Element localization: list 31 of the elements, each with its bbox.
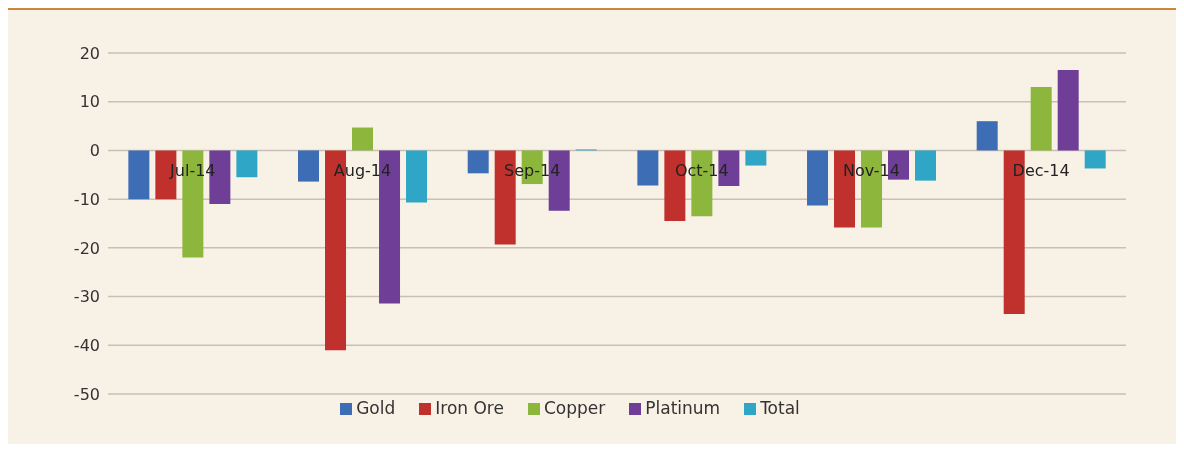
y-tick-label: -10 — [73, 189, 100, 209]
bar — [976, 121, 998, 151]
bar — [1057, 70, 1079, 151]
legend-label: Iron Ore — [435, 398, 504, 418]
y-tick-label: -50 — [73, 384, 100, 404]
x-tick-label: Jul-14 — [169, 161, 216, 181]
y-tick-label: -30 — [73, 287, 100, 307]
bar — [128, 150, 150, 200]
x-tick-label: Nov-14 — [843, 161, 900, 181]
bar — [467, 150, 489, 174]
y-tick-label: 20 — [79, 43, 100, 63]
bar — [1084, 150, 1106, 169]
bar — [236, 150, 258, 178]
bar — [406, 150, 428, 203]
y-tick-label: 10 — [79, 92, 100, 112]
y-tick-label: 0 — [89, 141, 100, 161]
legend-label: Platinum — [645, 398, 721, 418]
bar — [745, 150, 767, 166]
y-tick-label: -40 — [73, 335, 100, 355]
bar — [298, 150, 320, 182]
bar — [352, 127, 374, 151]
legend-label: Total — [760, 398, 800, 418]
bar — [915, 150, 937, 181]
bar — [1030, 87, 1052, 151]
legend-label: Copper — [543, 398, 606, 418]
bar — [807, 150, 829, 206]
bar — [637, 150, 659, 186]
y-tick-label: -20 — [73, 238, 100, 258]
x-tick-label: Oct-14 — [674, 161, 729, 181]
legend-label: Gold — [356, 398, 396, 418]
x-tick-label: Sep-14 — [504, 161, 561, 181]
